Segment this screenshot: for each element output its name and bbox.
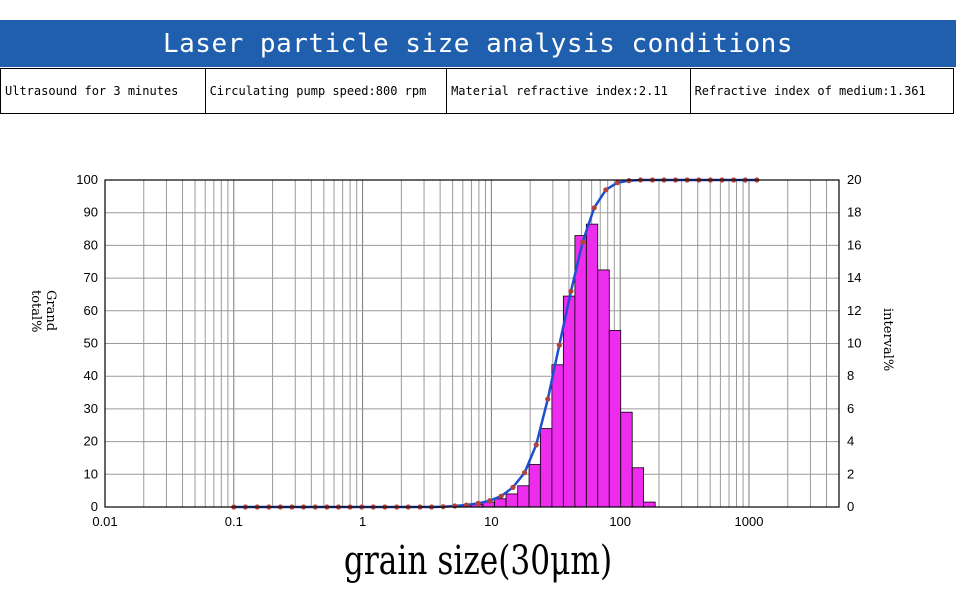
cumulative-point — [614, 180, 621, 186]
x-tick-label: 10 — [484, 514, 498, 529]
y-tick-label-left: 20 — [84, 434, 98, 449]
cumulative-point — [556, 342, 562, 348]
x-tick-label: 100 — [609, 514, 631, 529]
y-axis-right-label: interval% — [880, 308, 895, 372]
cumulative-point — [591, 205, 597, 211]
cumulative-point — [510, 484, 516, 490]
histogram-bar — [608, 330, 622, 508]
histogram-bar — [597, 269, 610, 508]
cumulative-point — [626, 178, 632, 184]
y-tick-label-left: 30 — [84, 401, 98, 416]
histogram-bar — [585, 223, 599, 508]
cumulative-point — [475, 500, 481, 507]
histogram-bar — [528, 464, 541, 508]
particle-size-chart: 0102030405060708090100024681012141618200… — [76, 172, 861, 529]
x-axis-label: grain size(30μm) — [343, 538, 613, 584]
cumulative-point — [452, 503, 458, 509]
y-tick-label-right: 16 — [847, 237, 861, 252]
y-tick-label-right: 12 — [847, 303, 861, 318]
condition-pump-speed: Circulating pump speed:800 rpm — [206, 69, 448, 113]
histogram-bar — [505, 493, 519, 508]
y-tick-label-right: 18 — [847, 205, 861, 220]
condition-material-index: Material refractive index:2.11 — [447, 69, 691, 113]
x-tick-label: 0.1 — [225, 514, 243, 529]
condition-medium-index: Refractive index of medium:1.361 — [694, 84, 926, 98]
y-tick-label-left: 100 — [76, 172, 98, 187]
cumulative-point — [498, 493, 504, 499]
cumulative-point — [545, 396, 551, 402]
y-tick-label-left: 40 — [84, 368, 98, 383]
cumulative-point — [521, 470, 528, 476]
histogram-bar — [574, 235, 587, 508]
y-tick-label-left: 50 — [84, 336, 98, 351]
y-axis-left-label: Grand total% — [28, 290, 58, 333]
cumulative-point — [580, 239, 586, 245]
histogram-bar — [539, 428, 553, 508]
y-tick-label-left: 80 — [84, 237, 98, 252]
y-tick-label-left: 60 — [84, 303, 98, 318]
y-tick-label-left: 10 — [84, 466, 98, 481]
cumulative-point — [487, 498, 493, 504]
x-tick-label: 0.01 — [92, 514, 117, 529]
y-tick-label-right: 0 — [847, 499, 854, 514]
y-tick-label-right: 20 — [847, 172, 861, 187]
histogram-bar — [620, 411, 633, 508]
histogram-bar — [517, 485, 530, 508]
histogram-bar — [562, 295, 576, 508]
condition-ultrasound: Ultrasound for 3 minutes — [1, 69, 206, 113]
x-tick-label: 1000 — [735, 514, 764, 529]
y-tick-label-left: 90 — [84, 205, 98, 220]
cumulative-point — [533, 442, 539, 448]
y-tick-label-left: 70 — [84, 270, 98, 285]
y-tick-label-right: 6 — [847, 401, 854, 416]
conditions-title: Laser particle size analysis conditions — [163, 28, 793, 59]
y-tick-label-right: 10 — [847, 336, 861, 351]
cumulative-point — [603, 187, 609, 193]
y-tick-label-right: 2 — [847, 466, 854, 481]
conditions-title-bar: Laser particle size analysis conditions — [0, 20, 956, 67]
conditions-row: Ultrasound for 3 minutes Circulating pum… — [0, 68, 954, 114]
y-tick-label-right: 8 — [847, 368, 854, 383]
y-axis-left-label-wrap: Grand total% — [28, 290, 68, 370]
cumulative-point — [568, 288, 574, 294]
histogram-bar — [551, 364, 564, 508]
y-tick-label-right: 4 — [847, 434, 854, 449]
histogram-bar — [494, 498, 507, 508]
y-tick-label-left: 0 — [91, 499, 98, 514]
y-axis-right-label-wrap: interval% — [880, 308, 920, 388]
histogram-bar — [643, 501, 656, 508]
histogram-bar — [631, 467, 645, 508]
plot-border — [104, 179, 840, 508]
x-tick-label: 1 — [359, 514, 366, 529]
y-tick-label-right: 14 — [847, 270, 861, 285]
cumulative-point — [463, 502, 470, 508]
